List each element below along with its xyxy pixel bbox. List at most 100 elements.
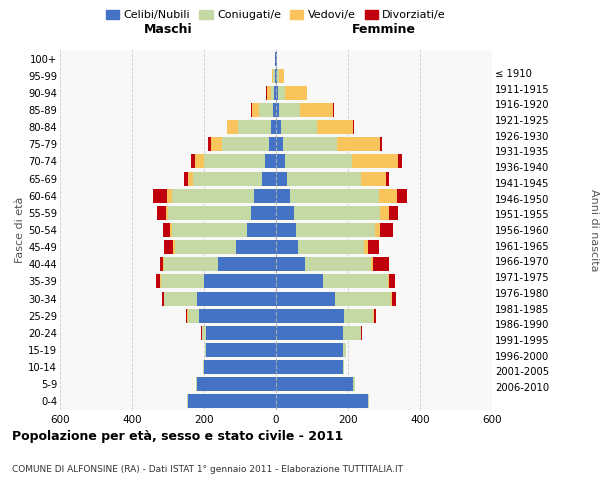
Bar [204, 154, 265, 168]
Bar [388, 274, 389, 288]
Bar [236, 240, 276, 254]
Bar [238, 120, 271, 134]
Bar [222, 138, 269, 151]
Bar [276, 68, 277, 82]
Bar [191, 154, 195, 168]
Bar [168, 206, 251, 220]
Bar [343, 326, 361, 340]
Bar [271, 120, 276, 134]
Bar [371, 258, 373, 272]
Bar [276, 103, 279, 117]
Bar [343, 360, 344, 374]
Bar [276, 154, 285, 168]
Bar [398, 154, 402, 168]
Bar [204, 360, 276, 374]
Bar [162, 292, 164, 306]
Bar [211, 138, 222, 151]
Bar [254, 188, 276, 202]
Bar [267, 86, 271, 100]
Bar [259, 103, 273, 117]
Bar [305, 258, 371, 272]
Bar [368, 394, 369, 408]
Bar [276, 274, 323, 288]
Bar [197, 378, 276, 392]
Bar [374, 308, 376, 322]
Bar [175, 240, 236, 254]
Y-axis label: Anni di nascita: Anni di nascita [589, 188, 599, 271]
Bar [389, 274, 395, 288]
Text: Femmine: Femmine [352, 24, 416, 36]
Bar [153, 188, 167, 202]
Bar [373, 258, 389, 272]
Bar [265, 154, 276, 168]
Bar [276, 394, 368, 408]
Bar [184, 172, 188, 185]
Bar [202, 326, 206, 340]
Bar [208, 138, 211, 151]
Bar [276, 120, 281, 134]
Bar [361, 326, 362, 340]
Bar [353, 378, 355, 392]
Bar [251, 103, 259, 117]
Bar [285, 86, 307, 100]
Bar [386, 172, 389, 185]
Bar [275, 68, 276, 82]
Bar [276, 206, 294, 220]
Bar [296, 223, 375, 237]
Bar [343, 343, 346, 357]
Bar [298, 240, 364, 254]
Bar [344, 308, 373, 322]
Bar [276, 223, 296, 237]
Bar [276, 240, 298, 254]
Bar [397, 188, 407, 202]
Bar [196, 378, 197, 392]
Bar [262, 172, 276, 185]
Bar [361, 172, 386, 185]
Bar [392, 292, 396, 306]
Bar [276, 138, 283, 151]
Bar [187, 394, 188, 408]
Bar [290, 188, 379, 202]
Bar [279, 68, 284, 82]
Bar [379, 188, 397, 202]
Bar [368, 240, 379, 254]
Bar [273, 103, 276, 117]
Bar [279, 103, 301, 117]
Bar [323, 274, 388, 288]
Bar [277, 68, 279, 82]
Bar [269, 138, 276, 151]
Bar [188, 394, 276, 408]
Bar [160, 258, 163, 272]
Bar [187, 308, 188, 322]
Bar [276, 343, 343, 357]
Bar [275, 52, 276, 66]
Bar [380, 223, 393, 237]
Bar [205, 343, 206, 357]
Text: Maschi: Maschi [143, 24, 193, 36]
Bar [163, 223, 170, 237]
Bar [285, 154, 352, 168]
Bar [335, 292, 391, 306]
Y-axis label: Fasce di età: Fasce di età [16, 197, 25, 263]
Bar [294, 206, 380, 220]
Bar [203, 360, 204, 374]
Bar [193, 172, 262, 185]
Bar [276, 188, 290, 202]
Bar [276, 326, 343, 340]
Bar [163, 258, 164, 272]
Bar [273, 68, 275, 82]
Text: Popolazione per età, sesso e stato civile - 2011: Popolazione per età, sesso e stato civil… [12, 430, 343, 443]
Bar [283, 138, 337, 151]
Bar [156, 274, 160, 288]
Bar [380, 206, 389, 220]
Bar [195, 154, 204, 168]
Bar [173, 240, 175, 254]
Bar [272, 68, 273, 82]
Bar [157, 206, 166, 220]
Bar [251, 206, 276, 220]
Bar [353, 120, 354, 134]
Bar [218, 258, 276, 272]
Bar [276, 360, 343, 374]
Bar [276, 308, 344, 322]
Bar [167, 188, 172, 202]
